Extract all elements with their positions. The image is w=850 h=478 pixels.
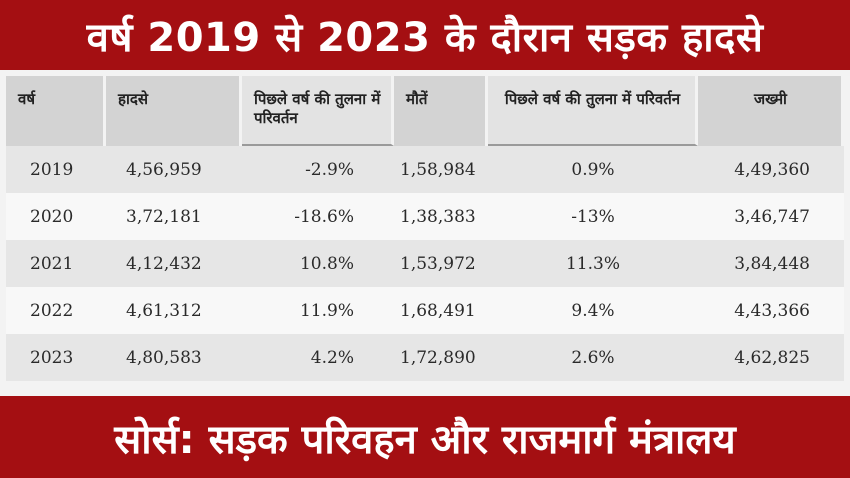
cell-accidents: 3,72,181 xyxy=(106,193,242,240)
source-banner: सोर्स: सड़क परिवहन और राजमार्ग मंत्रालय xyxy=(0,396,850,478)
cell-accidents: 4,12,432 xyxy=(106,240,242,287)
cell-year: 2022 xyxy=(6,287,106,334)
cell-injured: 4,62,825 xyxy=(698,334,844,381)
cell-accidents-change: 4.2% xyxy=(242,334,394,381)
cell-accidents: 4,80,583 xyxy=(106,334,242,381)
cell-injured: 3,84,448 xyxy=(698,240,844,287)
cell-deaths: 1,58,984 xyxy=(394,146,488,193)
cell-deaths: 1,53,972 xyxy=(394,240,488,287)
table-row: 2022 4,61,312 11.9% 1,68,491 9.4% 4,43,3… xyxy=(6,287,844,334)
table-row: 2019 4,56,959 -2.9% 1,58,984 0.9% 4,49,3… xyxy=(6,146,844,193)
header-deaths: मौतें xyxy=(394,76,488,146)
table-row: 2023 4,80,583 4.2% 1,72,890 2.6% 4,62,82… xyxy=(6,334,844,381)
table-header-row: वर्ष हादसे पिछले वर्ष की तुलना में परिवर… xyxy=(6,76,844,146)
cell-accidents-change: 10.8% xyxy=(242,240,394,287)
cell-accidents-change: 11.9% xyxy=(242,287,394,334)
cell-year: 2023 xyxy=(6,334,106,381)
cell-deaths: 1,72,890 xyxy=(394,334,488,381)
cell-accidents-change: -18.6% xyxy=(242,193,394,240)
cell-year: 2019 xyxy=(6,146,106,193)
table-container: वर्ष हादसे पिछले वर्ष की तुलना में परिवर… xyxy=(0,70,850,396)
cell-deaths-change: 2.6% xyxy=(488,334,698,381)
header-accidents-change: पिछले वर्ष की तुलना में परिवर्तन xyxy=(242,76,394,146)
source-text: सोर्स: सड़क परिवहन और राजमार्ग मंत्रालय xyxy=(114,416,736,463)
header-injured: जख्मी xyxy=(698,76,844,146)
table-row: 2021 4,12,432 10.8% 1,53,972 11.3% 3,84,… xyxy=(6,240,844,287)
cell-accidents-change: -2.9% xyxy=(242,146,394,193)
header-accidents: हादसे xyxy=(106,76,242,146)
table-row: 2020 3,72,181 -18.6% 1,38,383 -13% 3,46,… xyxy=(6,193,844,240)
cell-deaths-change: 0.9% xyxy=(488,146,698,193)
accident-data-table: वर्ष हादसे पिछले वर्ष की तुलना में परिवर… xyxy=(6,76,844,381)
cell-deaths: 1,68,491 xyxy=(394,287,488,334)
page-title: वर्ष 2019 से 2023 के दौरान सड़क हादसे xyxy=(86,14,764,61)
title-banner: वर्ष 2019 से 2023 के दौरान सड़क हादसे xyxy=(0,0,850,70)
cell-injured: 3,46,747 xyxy=(698,193,844,240)
cell-injured: 4,43,366 xyxy=(698,287,844,334)
cell-year: 2021 xyxy=(6,240,106,287)
cell-deaths-change: 11.3% xyxy=(488,240,698,287)
header-year: वर्ष xyxy=(6,76,106,146)
cell-deaths-change: -13% xyxy=(488,193,698,240)
cell-year: 2020 xyxy=(6,193,106,240)
header-deaths-change: पिछले वर्ष की तुलना में परिवर्तन xyxy=(488,76,698,146)
cell-accidents: 4,56,959 xyxy=(106,146,242,193)
cell-deaths: 1,38,383 xyxy=(394,193,488,240)
cell-accidents: 4,61,312 xyxy=(106,287,242,334)
cell-deaths-change: 9.4% xyxy=(488,287,698,334)
cell-injured: 4,49,360 xyxy=(698,146,844,193)
